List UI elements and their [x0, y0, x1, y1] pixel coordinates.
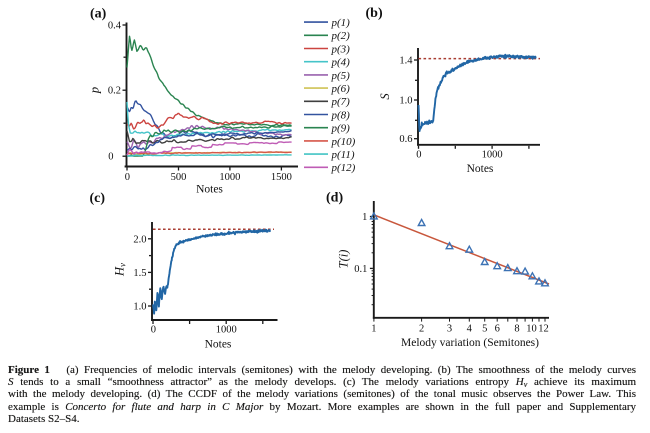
svg-text:p(7): p(7) [331, 96, 351, 108]
svg-text:0: 0 [151, 325, 156, 336]
svg-text:Notes: Notes [196, 184, 223, 196]
svg-text:p(8): p(8) [331, 109, 351, 121]
svg-text:0: 0 [416, 150, 421, 161]
svg-text:1: 1 [371, 324, 376, 335]
svg-text:p(12): p(12) [331, 162, 356, 174]
svg-text:p(2): p(2) [331, 30, 351, 42]
svg-text:1000: 1000 [219, 172, 240, 183]
svg-text:1000: 1000 [216, 325, 237, 336]
svg-text:10: 10 [526, 324, 537, 335]
svg-text:1.0: 1.0 [133, 302, 146, 313]
svg-text:12: 12 [538, 324, 549, 335]
svg-text:0.2: 0.2 [108, 86, 121, 97]
svg-text:p(10): p(10) [331, 136, 356, 148]
svg-text:p(4): p(4) [331, 57, 351, 69]
svg-text:p(9): p(9) [331, 123, 351, 135]
svg-text:(d): (d) [326, 191, 343, 206]
svg-text:1500: 1500 [271, 172, 292, 183]
svg-text:1000: 1000 [482, 150, 503, 161]
svg-text:1: 1 [362, 212, 367, 223]
svg-text:p(5): p(5) [331, 70, 351, 82]
svg-text:6: 6 [495, 324, 500, 335]
svg-text:T(i): T(i) [337, 250, 351, 269]
svg-text:Notes: Notes [205, 339, 232, 351]
svg-text:0: 0 [125, 172, 130, 183]
svg-text:0.1: 0.1 [354, 264, 367, 275]
svg-text:0: 0 [108, 152, 113, 163]
svg-text:4: 4 [467, 324, 473, 335]
svg-text:1.0: 1.0 [399, 96, 412, 107]
svg-text:1.4: 1.4 [399, 56, 413, 67]
svg-text:Melody variation (Semitones): Melody variation (Semitones) [401, 337, 539, 349]
svg-text:3: 3 [447, 324, 452, 335]
svg-text:Hv: Hv [113, 263, 128, 277]
svg-text:p(6): p(6) [331, 83, 351, 95]
svg-text:(b): (b) [366, 6, 383, 21]
svg-text:S: S [378, 93, 392, 100]
svg-text:2: 2 [419, 324, 424, 335]
svg-text:p(1): p(1) [331, 17, 351, 29]
svg-text:(c): (c) [90, 191, 106, 206]
svg-text:8: 8 [514, 324, 519, 335]
svg-text:Notes: Notes [467, 163, 494, 175]
svg-text:0.6: 0.6 [399, 134, 412, 145]
svg-text:2.0: 2.0 [133, 235, 146, 246]
svg-text:(a): (a) [90, 7, 107, 22]
svg-text:500: 500 [171, 172, 187, 183]
svg-text:0.4: 0.4 [108, 21, 122, 32]
svg-text:p(3): p(3) [331, 43, 351, 55]
svg-text:p: p [88, 87, 102, 94]
svg-text:5: 5 [482, 324, 487, 335]
svg-text:1.5: 1.5 [133, 268, 146, 279]
svg-text:p(11): p(11) [331, 149, 355, 161]
